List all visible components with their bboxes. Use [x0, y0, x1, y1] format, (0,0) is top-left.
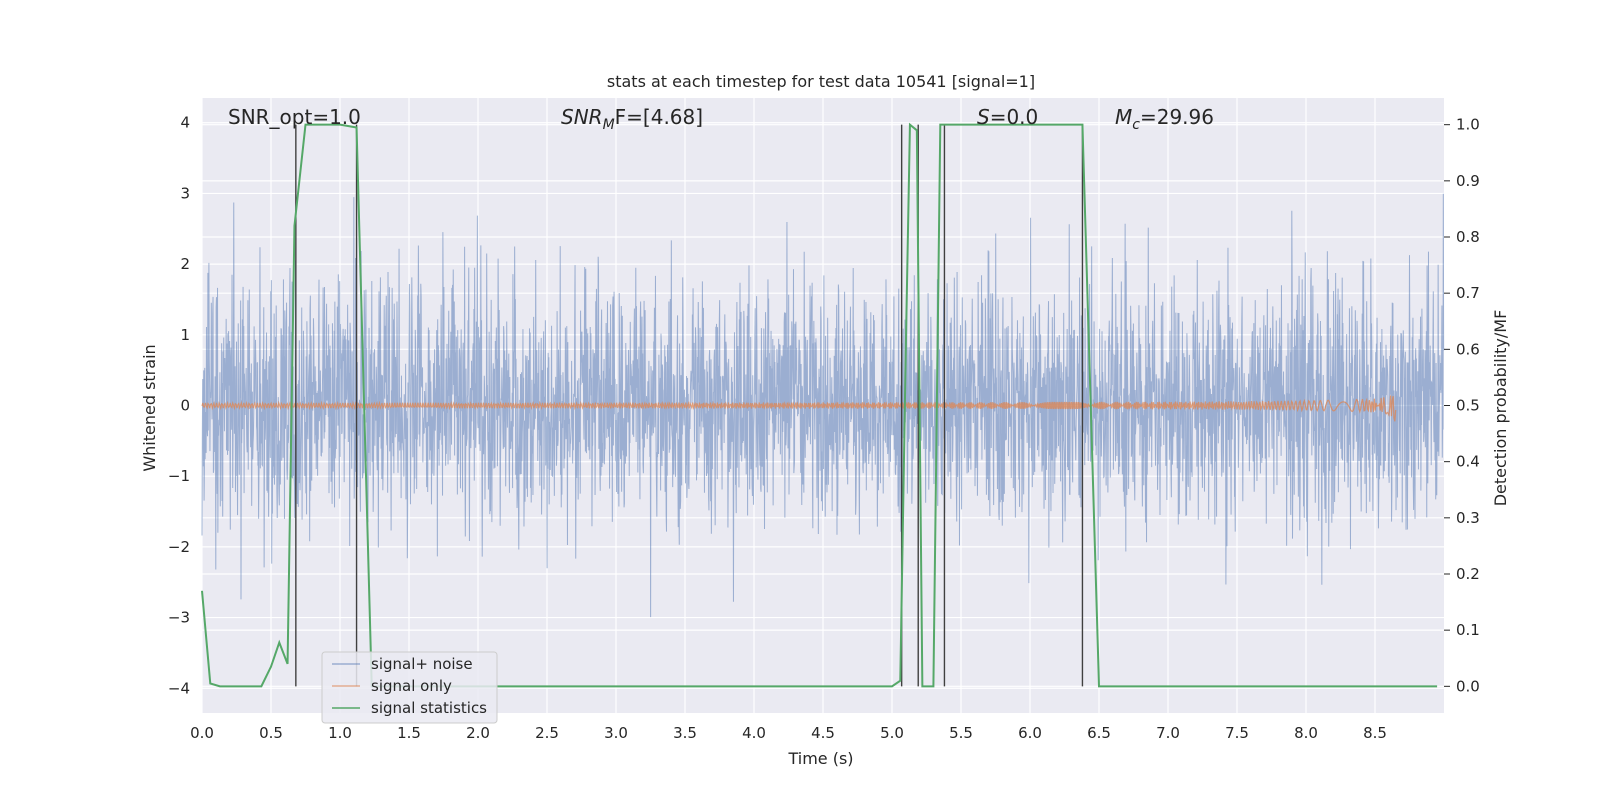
- y-tick-label: 1: [180, 326, 190, 344]
- signal-statistics-series: [201, 122, 1438, 688]
- y2-tick-label: 0.2: [1456, 565, 1480, 583]
- x-tick-label: 2.0: [466, 724, 490, 742]
- y-tick-labels: 4 3 2 1 0 −1 −2 −3 −4: [168, 114, 190, 698]
- signal-statistics-line: [201, 122, 1438, 688]
- y-tick-label: −4: [168, 679, 190, 697]
- y-tick-label: 3: [180, 184, 190, 202]
- x-tick-label: 1.5: [397, 724, 421, 742]
- x-tick-label: 8.5: [1363, 724, 1387, 742]
- legend-box: [321, 651, 498, 724]
- x-tick-label: 7.0: [1156, 724, 1180, 742]
- x-tick-label: 8.0: [1294, 724, 1318, 742]
- x-tick-label: 4.5: [811, 724, 835, 742]
- x-tick-label: 0.0: [190, 724, 214, 742]
- y-tick-label: −2: [168, 538, 190, 556]
- y2-tick-label: 0.1: [1456, 621, 1480, 639]
- annotation-s: S=0.0: [977, 105, 1038, 129]
- y-axis-label: Whitened strain: [140, 344, 159, 471]
- legend: signal+ noise signal only signal statist…: [321, 651, 498, 724]
- y2-tick-label: 0.8: [1456, 228, 1480, 246]
- legend-label-signal: signal only: [371, 677, 452, 695]
- legend-label-stats: signal statistics: [371, 699, 487, 717]
- y-tick-label: −3: [168, 609, 190, 627]
- y2-tick-labels: 1.0 0.9 0.8 0.7 0.6 0.5 0.4 0.3 0.2 0.1 0.0: [1444, 116, 1480, 695]
- x-tick-label: 5.0: [880, 724, 904, 742]
- y2-tick-label: 0.3: [1456, 509, 1480, 527]
- y2-tick-label: 0.4: [1456, 453, 1480, 471]
- x-tick-label: 3.5: [673, 724, 697, 742]
- x-tick-label: 4.0: [742, 724, 766, 742]
- x-tick-label: 0.5: [259, 724, 283, 742]
- y-tick-label: 0: [180, 397, 190, 415]
- annotation-mc: Mc=29.96: [1115, 105, 1214, 133]
- y2-axis-label: Detection probability/MF: [1491, 310, 1510, 507]
- y2-tick-label: 0.7: [1456, 284, 1480, 302]
- y2-tick-label: 0.6: [1456, 340, 1480, 358]
- y2-tick-label: 0.9: [1456, 172, 1480, 190]
- y-tick-label: 4: [180, 114, 190, 132]
- x-tick-label: 7.5: [1225, 724, 1249, 742]
- y-tick-label: −1: [168, 467, 190, 485]
- y2-tick-label: 0.5: [1456, 397, 1480, 415]
- x-tick-label: 6.5: [1087, 724, 1111, 742]
- x-axis-label: Time (s): [787, 749, 853, 768]
- x-tick-label: 1.0: [328, 724, 352, 742]
- signal-noise-series: [201, 193, 1445, 618]
- signal-only-series: [201, 395, 1397, 422]
- chart-title: stats at each timestep for test data 105…: [607, 72, 1035, 91]
- x-tick-label: 3.0: [604, 724, 628, 742]
- annotation-snr-mf: SNRMF=[4.68]: [561, 105, 703, 133]
- y2-tick-label: 0.0: [1456, 677, 1480, 695]
- y-tick-label: 2: [180, 255, 190, 273]
- legend-label-noise: signal+ noise: [371, 655, 473, 673]
- x-tick-labels: 0.0 0.5 1.0 1.5 2.0 2.5 3.0 3.5 4.0 4.5 5.0 5.5 6.0 6…: [190, 724, 1387, 742]
- y2-tick-label: 1.0: [1456, 116, 1480, 134]
- annotation-snr-opt: SNR_opt=1.0: [228, 105, 361, 129]
- signal-only-line: [201, 395, 1397, 422]
- x-tick-label: 2.5: [535, 724, 559, 742]
- signal-noise-line: [201, 193, 1445, 618]
- x-tick-label: 6.0: [1018, 724, 1042, 742]
- x-tick-label: 5.5: [949, 724, 973, 742]
